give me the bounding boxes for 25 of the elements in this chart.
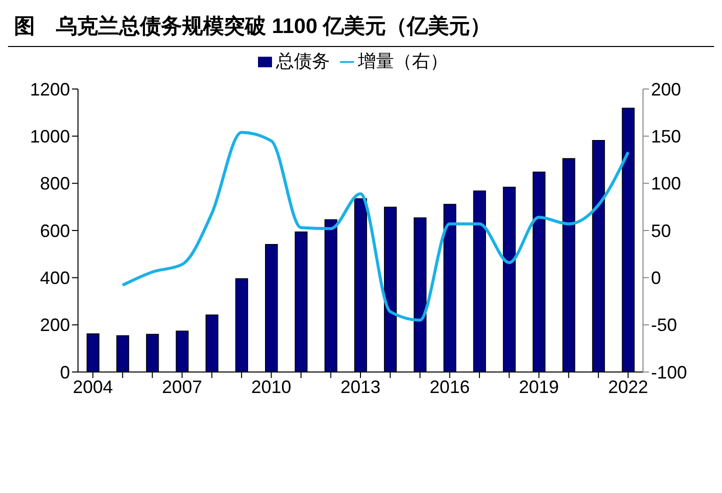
y2-tick-label: 150 <box>651 126 682 147</box>
x-tick-label: 2016 <box>430 376 470 397</box>
y-tick-label: 1200 <box>30 79 70 100</box>
y-tick-label: 200 <box>40 315 70 336</box>
y2-tick-label: 200 <box>651 79 682 100</box>
y-tick-label: 0 <box>60 362 70 382</box>
x-tick-label: 2013 <box>340 376 381 397</box>
y2-tick-label: 100 <box>651 174 682 194</box>
y2-tick-label: -50 <box>651 315 678 336</box>
x-tick-label: 2004 <box>72 376 113 397</box>
y2-tick-label: -100 <box>651 362 688 382</box>
y-tick-label: 600 <box>40 220 70 241</box>
y2-tick-label: 0 <box>651 268 662 288</box>
y-tick-label: 400 <box>40 268 70 288</box>
legend-label: 总债务 <box>276 51 330 71</box>
x-tick-label: 2007 <box>162 376 202 397</box>
chart-title: 图 乌克兰总债务规模突破 1100 亿美元（亿美元） <box>8 8 714 47</box>
y-tick-label: 800 <box>40 174 70 194</box>
line-series <box>121 130 630 322</box>
x-tick-label: 2022 <box>608 376 648 397</box>
x-tick-label: 2010 <box>251 376 292 397</box>
y2-tick-label: 50 <box>651 220 672 241</box>
legend-label: 增量（右） <box>358 51 448 71</box>
y-tick-label: 1000 <box>30 126 70 147</box>
x-tick-label: 2019 <box>518 376 559 397</box>
